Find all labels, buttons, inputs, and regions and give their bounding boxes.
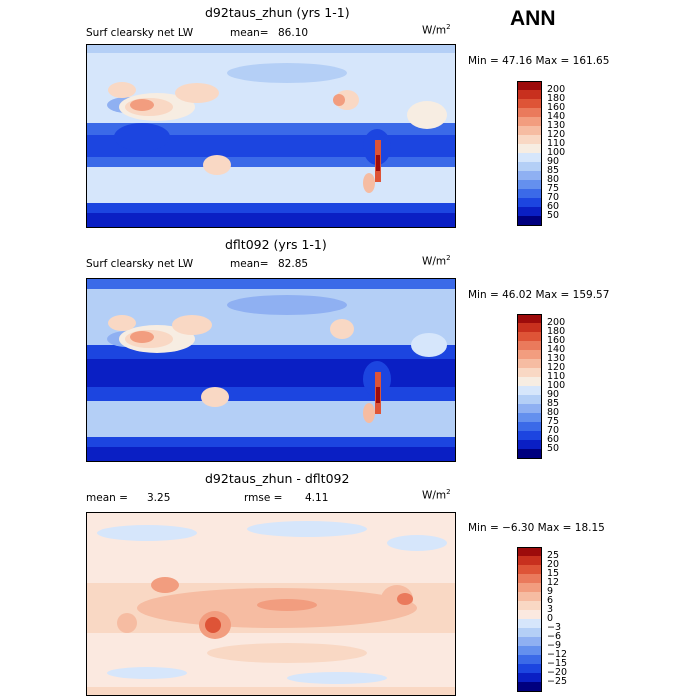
panel-3-colorbar-cell — [517, 682, 542, 692]
panel-1-level: 140 — [547, 111, 566, 122]
panel-1-level: 100 — [547, 147, 566, 158]
panel-3-title: d92taus_zhun - dflt092 — [205, 471, 350, 486]
panel-3-level: 6 — [547, 595, 554, 606]
panel-1-level: 75 — [547, 183, 560, 194]
season-label: ANN — [510, 7, 556, 30]
panel-3-level: −9 — [547, 640, 562, 651]
panel-1-level: 160 — [547, 102, 566, 113]
panel-1-level: 200 — [547, 84, 566, 95]
panel-3-level: 0 — [547, 613, 554, 624]
panel-3-level: 20 — [547, 559, 560, 570]
panel-1-variable: Surf clearsky net LW — [86, 27, 194, 39]
panel-1-mean-label: mean= — [230, 27, 269, 39]
panel-1-level: 90 — [547, 156, 560, 167]
panel-2-level: 180 — [547, 326, 566, 337]
panel-2-level: 140 — [547, 344, 566, 355]
panel-3-map — [86, 512, 456, 696]
panel-1-level: 85 — [547, 165, 560, 176]
panel-2-level: 70 — [547, 425, 560, 436]
panel-3-level: 12 — [547, 577, 560, 588]
panel-3-minmax: Min = −6.30 Max = 18.15 — [468, 522, 605, 534]
panel-1-level: 60 — [547, 201, 560, 212]
panel-2-variable: Surf clearsky net LW — [86, 258, 194, 270]
panel-3-mean-label: mean = — [86, 492, 128, 504]
panel-2-level: 200 — [547, 317, 566, 328]
panel-3-mean-value: 3.25 — [147, 492, 171, 504]
panel-3-level: 25 — [547, 550, 560, 561]
panel-2-level: 130 — [547, 353, 566, 364]
panel-1-level: 180 — [547, 93, 566, 104]
panel-2-level: 80 — [547, 407, 560, 418]
panel-1-units: W/m2 — [422, 23, 451, 37]
panel-2-minmax: Min = 46.02 Max = 159.57 — [468, 289, 610, 301]
panel-1-level: 120 — [547, 129, 566, 140]
panel-3-level: −15 — [547, 658, 568, 669]
panel-1-level: 130 — [547, 120, 566, 131]
panel-2-units: W/m2 — [422, 254, 451, 268]
panel-3-level: 15 — [547, 568, 560, 579]
panel-1-level: 80 — [547, 174, 560, 185]
panel-2-colorbar-cell — [517, 449, 542, 459]
panel-2-level: 110 — [547, 371, 566, 382]
panel-3-level: 9 — [547, 586, 554, 597]
panel-2-level: 90 — [547, 389, 560, 400]
panel-3-level: −6 — [547, 631, 562, 642]
panel-2-mean-label: mean= — [230, 258, 269, 270]
panel-1-level: 50 — [547, 210, 560, 221]
panel-3-level: −3 — [547, 622, 562, 633]
panel-1-mean-value: 86.10 — [278, 27, 309, 39]
panel-2-mean-value: 82.85 — [278, 258, 309, 270]
panel-2-level: 75 — [547, 416, 560, 427]
panel-2-level: 85 — [547, 398, 560, 409]
panel-2-level: 120 — [547, 362, 566, 373]
panel-1-level: 110 — [547, 138, 566, 149]
panel-2-level: 160 — [547, 335, 566, 346]
panel-3-level: −25 — [547, 676, 568, 687]
panel-2-level: 100 — [547, 380, 566, 391]
panel-1-level: 70 — [547, 192, 560, 203]
panel-3-level: −12 — [547, 649, 568, 660]
panel-3-units: W/m2 — [422, 488, 451, 502]
panel-2-level: 60 — [547, 434, 560, 445]
panel-2-map — [86, 278, 456, 462]
panel-1-title: d92taus_zhun (yrs 1-1) — [205, 5, 350, 20]
panel-3-level: −20 — [547, 667, 568, 678]
panel-3-rmse-label: rmse = — [244, 492, 283, 504]
panel-2-title: dflt092 (yrs 1-1) — [225, 237, 327, 252]
panel-3-rmse-value: 4.11 — [305, 492, 329, 504]
panel-1-colorbar-cell — [517, 216, 542, 226]
panel-3-level: 3 — [547, 604, 554, 615]
panel-1-map — [86, 44, 456, 228]
panel-2-level: 50 — [547, 443, 560, 454]
panel-1-minmax: Min = 47.16 Max = 161.65 — [468, 55, 610, 67]
